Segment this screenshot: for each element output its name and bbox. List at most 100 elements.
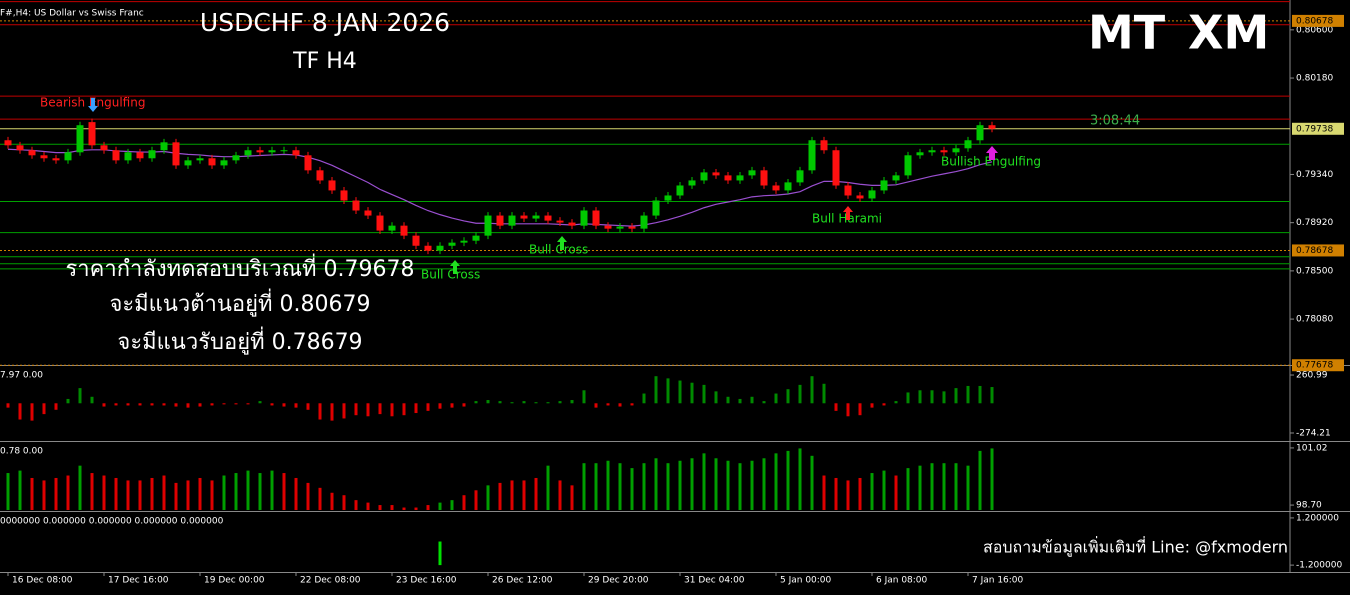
histogram-bar bbox=[726, 396, 730, 404]
histogram-bar bbox=[210, 403, 214, 406]
histogram-bar bbox=[714, 458, 718, 510]
histogram-bar bbox=[42, 480, 46, 510]
histogram-bar bbox=[330, 492, 334, 510]
candle-body bbox=[124, 152, 132, 161]
histogram-bar bbox=[654, 458, 658, 510]
indicator-label: 0000000 0.000000 0.000000 0.000000 0.000… bbox=[0, 517, 224, 527]
candle-body bbox=[436, 245, 444, 251]
histogram-bar bbox=[954, 388, 958, 404]
candle-body bbox=[508, 215, 516, 226]
histogram-bar bbox=[102, 475, 106, 510]
candle-body bbox=[604, 225, 612, 229]
candle-body bbox=[364, 210, 372, 216]
candle-body bbox=[568, 222, 576, 226]
histogram-bar bbox=[150, 403, 154, 406]
candle-body bbox=[880, 180, 888, 191]
price-label: 0.78678 bbox=[1296, 246, 1333, 256]
histogram-bar bbox=[738, 463, 742, 510]
histogram-bar bbox=[762, 458, 766, 510]
candle-body bbox=[52, 158, 60, 161]
candle-body bbox=[340, 190, 348, 201]
y-tick-label: 1.200000 bbox=[1296, 513, 1339, 523]
histogram-bar bbox=[318, 403, 322, 420]
histogram-bar bbox=[810, 455, 814, 510]
note: จะมีแนวต้านอยู่ที่ 0.80679 bbox=[109, 288, 370, 317]
histogram-bar bbox=[930, 390, 934, 404]
histogram-bar bbox=[630, 403, 634, 406]
histogram-bar bbox=[54, 403, 58, 410]
x-tick-label: 22 Dec 08:00 bbox=[300, 576, 361, 586]
candle-body bbox=[448, 242, 456, 246]
y-tick-label: 101.02 bbox=[1296, 443, 1328, 453]
histogram-bar bbox=[294, 477, 298, 510]
note: จะมีแนวรับอยู่ที่ 0.78679 bbox=[117, 326, 362, 355]
histogram-bar bbox=[834, 403, 838, 411]
candle-body bbox=[196, 158, 204, 161]
histogram-bar bbox=[354, 500, 358, 510]
histogram-bar bbox=[990, 387, 994, 404]
candle-body bbox=[256, 150, 264, 153]
candle-body bbox=[412, 235, 420, 246]
histogram-bar bbox=[390, 505, 394, 510]
histogram-bar bbox=[546, 465, 550, 510]
candle-body bbox=[820, 140, 828, 151]
candle-body bbox=[832, 150, 840, 186]
candle-body bbox=[208, 158, 216, 166]
histogram-bar bbox=[30, 477, 34, 510]
histogram-bar bbox=[18, 403, 22, 420]
y-tick-label: -1.200000 bbox=[1296, 561, 1342, 571]
histogram-bar bbox=[114, 477, 118, 510]
candle-body bbox=[76, 125, 84, 153]
candle-body bbox=[748, 170, 756, 176]
histogram-bar bbox=[954, 463, 958, 510]
histogram-bar bbox=[102, 403, 106, 407]
y-tick-label: 0.79340 bbox=[1296, 170, 1333, 180]
histogram-bar bbox=[486, 485, 490, 510]
histogram-bar bbox=[522, 401, 526, 404]
candle-body bbox=[160, 142, 168, 151]
candle-body bbox=[868, 190, 876, 199]
candle-body bbox=[280, 150, 288, 152]
histogram-bar bbox=[558, 480, 562, 510]
y-tick-label: 0.78500 bbox=[1296, 266, 1333, 276]
histogram-bar bbox=[474, 490, 478, 510]
candle-body bbox=[976, 125, 984, 141]
pattern-label: Bullish Engulfing bbox=[941, 155, 1041, 169]
candle-body bbox=[304, 155, 312, 171]
histogram-bar bbox=[54, 477, 58, 510]
histogram-bar bbox=[858, 477, 862, 510]
candle-body bbox=[592, 210, 600, 226]
histogram-bar bbox=[606, 403, 610, 406]
histogram-bar bbox=[294, 403, 298, 408]
x-tick-label: 31 Dec 04:00 bbox=[684, 576, 745, 586]
candle-body bbox=[112, 150, 120, 161]
histogram-bar bbox=[774, 393, 778, 404]
histogram-bar bbox=[270, 470, 274, 510]
histogram-bar bbox=[6, 473, 10, 510]
histogram-bar bbox=[858, 403, 862, 416]
candle-body bbox=[424, 245, 432, 251]
histogram-bar bbox=[702, 384, 706, 404]
histogram-bar bbox=[630, 468, 634, 510]
candle-body bbox=[40, 155, 48, 159]
histogram-bar bbox=[222, 475, 226, 510]
histogram-bar bbox=[462, 495, 466, 510]
arrow-down bbox=[88, 98, 98, 112]
histogram-bar bbox=[378, 403, 382, 415]
candle-body bbox=[400, 225, 408, 236]
histogram-bar bbox=[582, 463, 586, 510]
candle-body bbox=[292, 150, 300, 156]
histogram-bar bbox=[618, 463, 622, 510]
histogram-bar bbox=[570, 400, 574, 404]
histogram-bar bbox=[510, 402, 514, 404]
histogram-bar bbox=[66, 475, 70, 510]
histogram-bar bbox=[126, 403, 130, 406]
x-tick-label: 5 Jan 00:00 bbox=[780, 576, 832, 586]
logo: MT bbox=[1088, 6, 1166, 60]
histogram-bar bbox=[870, 403, 874, 408]
histogram-bar bbox=[786, 450, 790, 510]
candle-body bbox=[628, 226, 636, 229]
histogram-bar bbox=[318, 487, 322, 510]
histogram-bar bbox=[930, 463, 934, 510]
